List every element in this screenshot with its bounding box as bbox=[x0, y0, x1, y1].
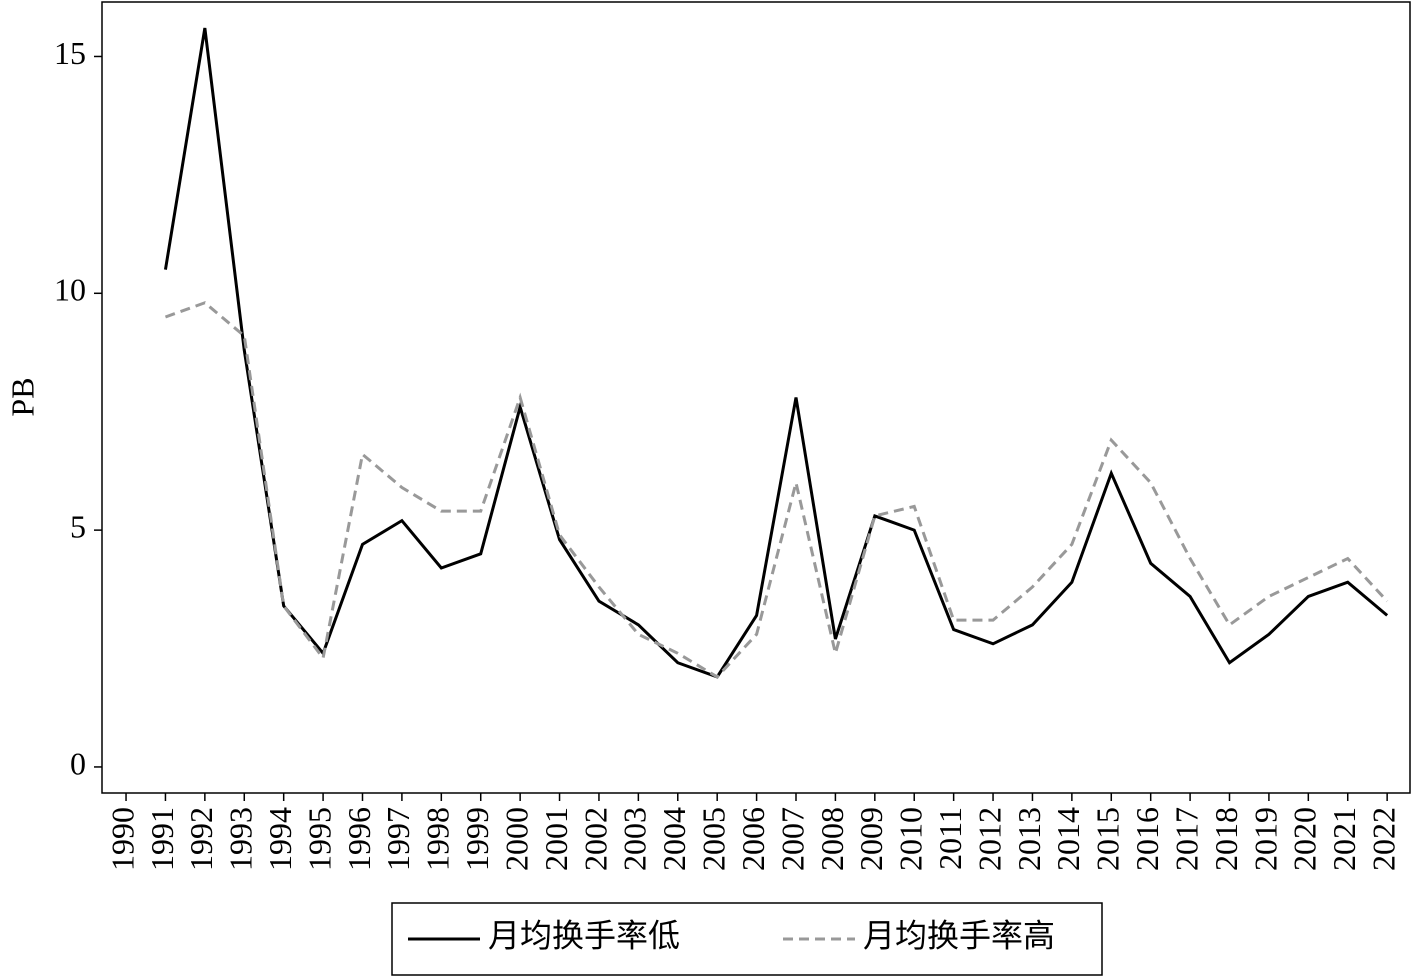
x-tick-label: 2003 bbox=[617, 807, 653, 871]
x-tick-label: 2012 bbox=[971, 807, 1007, 871]
legend-label: 月均换手率低 bbox=[488, 917, 680, 953]
x-tick-label: 2020 bbox=[1287, 807, 1323, 871]
legend-label: 月均换手率高 bbox=[863, 917, 1055, 953]
series-line bbox=[163, 27, 1389, 679]
x-tick-label: 2000 bbox=[498, 807, 534, 871]
x-tick-label: 1992 bbox=[183, 807, 219, 871]
x-tick-label: 2011 bbox=[932, 807, 968, 870]
x-tick-label: 2021 bbox=[1326, 807, 1362, 871]
x-tick-label: 2015 bbox=[1090, 807, 1126, 871]
x-tick-label: 2013 bbox=[1011, 807, 1047, 871]
x-tick-label: 2016 bbox=[1129, 807, 1165, 871]
x-tick-label: 2009 bbox=[853, 807, 889, 871]
x-tick-label: 1997 bbox=[380, 807, 416, 871]
x-tick-label: 2018 bbox=[1208, 807, 1244, 871]
x-tick-label: 1998 bbox=[420, 807, 456, 871]
x-tick-label: 2010 bbox=[893, 807, 929, 871]
x-tick-label: 2002 bbox=[577, 807, 613, 871]
x-tick-label: 1994 bbox=[262, 807, 298, 871]
x-tick-label: 2005 bbox=[696, 807, 732, 871]
y-tick-label: 10 bbox=[54, 272, 86, 308]
x-tick-label: 2007 bbox=[774, 807, 810, 871]
x-tick-label: 1990 bbox=[104, 807, 140, 871]
x-tick-label: 2001 bbox=[538, 807, 574, 871]
plot-frame bbox=[101, 1, 1411, 794]
x-tick-label: 1991 bbox=[144, 807, 180, 871]
x-tick-label: 2014 bbox=[1050, 807, 1086, 871]
x-tick-label: 1999 bbox=[459, 807, 495, 871]
x-tick-label: 2006 bbox=[735, 807, 771, 871]
x-tick-label: 2022 bbox=[1365, 807, 1401, 871]
x-tick-label: 2008 bbox=[814, 807, 850, 871]
x-tick-label: 1995 bbox=[301, 807, 337, 871]
x-tick-label: 2019 bbox=[1247, 807, 1283, 871]
legend-box bbox=[391, 902, 1103, 976]
y-tick-label: 0 bbox=[70, 745, 86, 781]
x-tick-label: 2017 bbox=[1168, 807, 1204, 871]
y-tick-label: 15 bbox=[54, 35, 86, 71]
x-tick-label: 2004 bbox=[656, 807, 692, 871]
y-axis-label: PB bbox=[4, 377, 40, 416]
x-tick-label: 1996 bbox=[341, 807, 377, 871]
y-tick-label: 5 bbox=[70, 508, 86, 544]
series-line bbox=[164, 301, 1389, 679]
x-tick-label: 1993 bbox=[223, 807, 259, 871]
